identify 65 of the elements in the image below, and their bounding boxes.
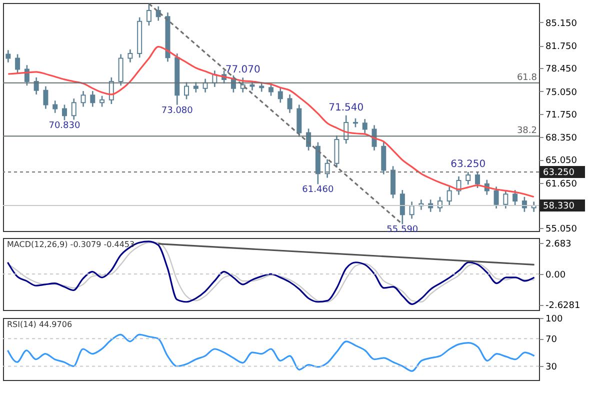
candlestick xyxy=(503,189,508,210)
y-tick-label: 85.150 xyxy=(546,18,578,29)
candlestick xyxy=(390,166,396,199)
candlestick xyxy=(522,196,527,213)
y-tick-label: 71.750 xyxy=(546,110,578,120)
y-tick-label: 65.050 xyxy=(546,156,578,166)
candlestick xyxy=(259,82,264,92)
annotation: 61.460 xyxy=(302,185,334,196)
y-tick-label: 78.450 xyxy=(546,64,578,75)
candlestick xyxy=(466,171,471,186)
candlestick xyxy=(146,3,152,26)
y-tick-label: 81.750 xyxy=(546,42,578,52)
candlestick xyxy=(80,90,86,108)
annotation: 73.080 xyxy=(161,106,194,116)
chart-title: RSI(14) 44.9706 xyxy=(7,320,72,329)
ref-line-label: 63.250 xyxy=(543,168,575,178)
candlestick xyxy=(52,100,58,114)
candlestick xyxy=(24,64,30,86)
candlestick xyxy=(400,189,405,225)
annotation: 70.830 xyxy=(48,121,80,132)
candlestick xyxy=(6,49,11,64)
y-tick-label: 70 xyxy=(546,335,558,346)
annotation: 63.250 xyxy=(450,158,486,170)
candlestick xyxy=(409,200,414,220)
candlestick xyxy=(494,186,499,210)
y-tick-label: 75.050 xyxy=(546,88,578,98)
annotation: 71.540 xyxy=(328,102,364,114)
y-tick-label: 61.650 xyxy=(546,179,578,190)
candlestick xyxy=(512,189,518,206)
candlestick xyxy=(381,142,386,175)
candlestick xyxy=(287,94,292,114)
candlestick xyxy=(324,158,330,178)
candlestick xyxy=(118,54,124,86)
candlestick xyxy=(437,196,442,213)
ref-line-label: 58.330 xyxy=(543,202,575,212)
y-tick-label: 100 xyxy=(546,314,563,324)
candlestick xyxy=(15,54,20,74)
candlestick xyxy=(193,82,198,94)
line-series xyxy=(6,334,536,372)
candlestick xyxy=(362,118,368,134)
candlestick xyxy=(128,48,133,64)
candlestick xyxy=(100,95,105,108)
candlestick xyxy=(475,172,480,189)
candlestick xyxy=(278,86,283,104)
candlestick xyxy=(334,134,340,168)
candlestick xyxy=(90,90,96,108)
y-tick-label: -2.6281 xyxy=(546,301,580,312)
y-tick-label: 2.683 xyxy=(546,239,572,250)
candlestick xyxy=(268,82,274,96)
y-tick-label: 55.050 xyxy=(546,224,578,234)
candlestick xyxy=(62,104,67,121)
y-tick-label: 0.00 xyxy=(546,270,566,280)
candlestick xyxy=(240,76,246,94)
y-tick-label: 30 xyxy=(546,362,558,373)
candlestick xyxy=(43,86,48,110)
chart-title: MACD(12,26,9) -0.3079 -0.4453 xyxy=(7,240,135,249)
candlestick xyxy=(184,82,190,100)
annotation: 77.070 xyxy=(225,64,260,76)
candlestick xyxy=(446,186,452,206)
candlestick xyxy=(71,98,76,120)
annotation: 61.8 xyxy=(516,72,538,83)
y-tick-label: 68.350 xyxy=(546,134,578,144)
candlestick xyxy=(34,76,39,96)
annotation: 38.2 xyxy=(516,126,537,136)
candlestick xyxy=(296,104,302,138)
